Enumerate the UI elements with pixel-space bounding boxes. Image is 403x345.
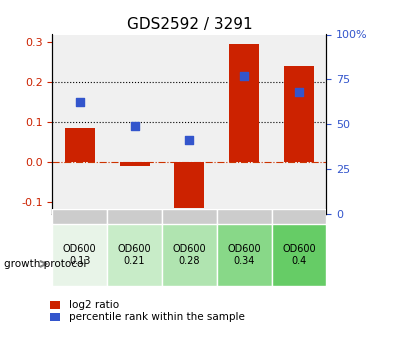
Bar	[50, 313, 60, 321]
Bar	[50, 301, 60, 309]
FancyBboxPatch shape	[52, 209, 107, 224]
Point	[131, 124, 138, 129]
FancyBboxPatch shape	[217, 224, 272, 286]
Text: OD600
0.13: OD600 0.13	[63, 245, 97, 266]
Point	[296, 90, 302, 95]
Point	[186, 137, 193, 143]
FancyBboxPatch shape	[272, 209, 326, 224]
Title: GDS2592 / 3291: GDS2592 / 3291	[127, 17, 252, 32]
Point	[77, 99, 83, 105]
Text: growth protocol: growth protocol	[4, 259, 86, 269]
Bar	[65, 128, 95, 162]
Text: OD600
0.28: OD600 0.28	[172, 245, 206, 266]
FancyBboxPatch shape	[217, 209, 272, 224]
Text: OD600
0.21: OD600 0.21	[118, 245, 152, 266]
FancyBboxPatch shape	[162, 209, 217, 224]
Text: OD600
0.34: OD600 0.34	[227, 245, 261, 266]
Text: percentile rank within the sample: percentile rank within the sample	[69, 313, 244, 322]
FancyBboxPatch shape	[52, 224, 107, 286]
FancyBboxPatch shape	[107, 224, 162, 286]
Point	[241, 73, 247, 79]
FancyBboxPatch shape	[272, 224, 326, 286]
FancyBboxPatch shape	[162, 224, 217, 286]
FancyBboxPatch shape	[107, 209, 162, 224]
Bar	[284, 66, 314, 162]
Bar	[229, 45, 259, 162]
Bar	[120, 162, 150, 166]
Text: log2 ratio: log2 ratio	[69, 300, 118, 310]
Text: OD600
0.4: OD600 0.4	[282, 245, 316, 266]
Bar	[174, 162, 204, 208]
